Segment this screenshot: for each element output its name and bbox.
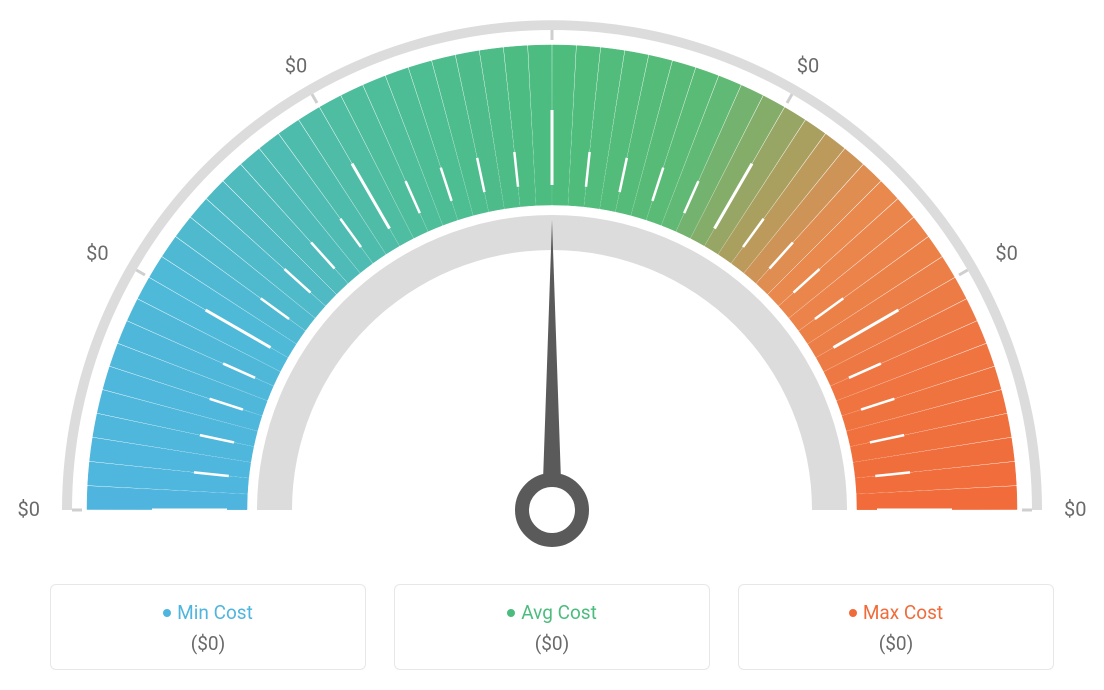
legend-row: Min Cost ($0) Avg Cost ($0) Max Cost ($0… (50, 584, 1054, 670)
legend-value-max: ($0) (749, 632, 1043, 655)
legend-label-avg: Avg Cost (521, 601, 597, 624)
legend-label-min: Min Cost (177, 601, 253, 624)
gauge-svg: $0$0$0$0$0$0$0 (0, 0, 1104, 560)
dot-icon (849, 609, 857, 617)
legend-title-max: Max Cost (749, 601, 1043, 624)
svg-text:$0: $0 (18, 497, 40, 521)
legend-card-min: Min Cost ($0) (50, 584, 366, 670)
legend-value-avg: ($0) (405, 632, 699, 655)
svg-text:$0: $0 (86, 241, 108, 265)
legend-title-avg: Avg Cost (405, 601, 699, 624)
legend-card-max: Max Cost ($0) (738, 584, 1054, 670)
gauge-chart-container: $0$0$0$0$0$0$0 Min Cost ($0) Avg Cost ($… (0, 0, 1104, 690)
svg-text:$0: $0 (797, 54, 819, 78)
svg-text:$0: $0 (1064, 497, 1086, 521)
gauge-area: $0$0$0$0$0$0$0 (0, 0, 1104, 560)
svg-text:$0: $0 (285, 54, 307, 78)
legend-label-max: Max Cost (863, 601, 943, 624)
legend-value-min: ($0) (61, 632, 355, 655)
svg-text:$0: $0 (995, 241, 1017, 265)
dot-icon (163, 609, 171, 617)
dot-icon (507, 609, 515, 617)
legend-card-avg: Avg Cost ($0) (394, 584, 710, 670)
legend-title-min: Min Cost (61, 601, 355, 624)
